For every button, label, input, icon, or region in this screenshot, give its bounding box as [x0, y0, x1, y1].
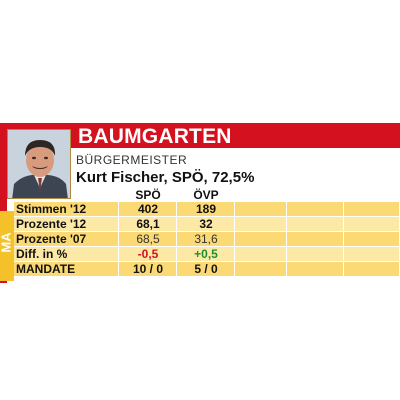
election-result-card: BAUMGARTEN MA BÜRGERMEISTER Kurt Fischer… — [0, 123, 400, 283]
cell-oevp: +0,5 — [194, 247, 218, 261]
table-row: Prozente '12 68,1 32 — [14, 217, 400, 231]
table-row: Diff. in % -0,5 +0,5 — [14, 247, 400, 261]
cell-spoe: 68,5 — [136, 232, 160, 246]
row-label: Prozente '07 — [16, 232, 87, 246]
cell-oevp: 31,6 — [194, 232, 218, 246]
table-row: Stimmen '12 402 189 — [14, 202, 400, 216]
row-label: Diff. in % — [16, 247, 68, 261]
table-row: MANDATE 10 / 0 5 / 0 — [14, 262, 400, 276]
cell-spoe: -0,5 — [137, 247, 159, 261]
column-divider — [176, 202, 177, 276]
cell-oevp: 32 — [199, 217, 213, 231]
row-label: MANDATE — [16, 262, 76, 276]
cell-oevp: 189 — [195, 202, 217, 216]
row-label: Stimmen '12 — [16, 202, 87, 216]
region-label: MA — [0, 232, 14, 253]
role-label: BÜRGERMEISTER — [76, 153, 188, 167]
mayor-name: Kurt Fischer, SPÖ, 72,5% — [76, 169, 255, 186]
municipality-title: BAUMGARTEN — [78, 125, 232, 148]
cell-oevp: 5 / 0 — [194, 262, 218, 276]
column-header-oevp: ÖVP — [193, 188, 219, 202]
mayor-photo — [7, 129, 71, 199]
cell-spoe: 68,1 — [136, 217, 160, 231]
cell-spoe: 10 / 0 — [132, 262, 164, 276]
region-tag — [0, 211, 14, 281]
column-divider — [234, 202, 235, 276]
column-header-spoe: SPÖ — [135, 188, 161, 202]
cell-spoe: 402 — [137, 202, 159, 216]
column-divider — [343, 202, 344, 276]
column-divider — [286, 202, 287, 276]
portrait-image — [8, 130, 70, 198]
column-divider — [118, 202, 119, 276]
row-label: Prozente '12 — [16, 217, 87, 231]
table-row: Prozente '07 68,5 31,6 — [14, 232, 400, 246]
